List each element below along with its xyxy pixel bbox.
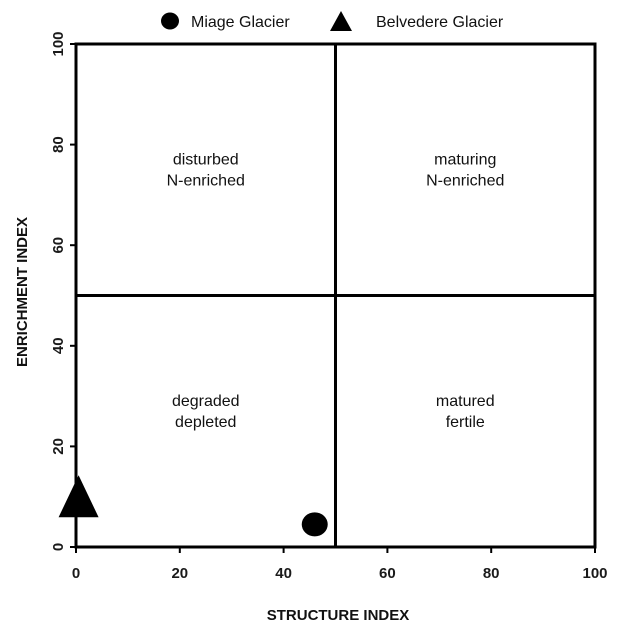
data-point-miage-glacier — [301, 512, 328, 537]
x-axis-title: STRUCTURE INDEX — [267, 607, 410, 624]
y-tick-label: 60 — [50, 237, 67, 254]
quadrant-label-top-right-line2: N-enriched — [426, 173, 504, 190]
y-tick-label: 40 — [50, 337, 67, 354]
legend-triangle-marker — [330, 11, 352, 31]
quadrant-label-bottom-left-line1: degraded — [172, 393, 240, 410]
x-tick-label: 0 — [72, 565, 80, 582]
quadrant-label-bottom-right-line1: matured — [436, 393, 495, 410]
legend-item-miage: Miage Glacier — [161, 12, 290, 31]
legend-label-belvedere: Belvedere Glacier — [376, 14, 504, 31]
y-axis-title: ENRICHMENT INDEX — [14, 217, 31, 367]
data-point-belvedere-glacier — [58, 475, 99, 518]
x-tick-label: 80 — [483, 565, 500, 582]
y-tick-label: 100 — [50, 31, 67, 56]
quadrant-label-top-left-line2: N-enriched — [167, 173, 245, 190]
legend: Miage Glacier Belvedere Glacier — [161, 11, 504, 31]
x-tick-label: 100 — [582, 565, 607, 582]
x-axis-ticks: 0 20 40 60 80 100 — [72, 547, 608, 582]
data-markers — [58, 475, 328, 537]
x-tick-label: 60 — [379, 565, 396, 582]
legend-label-miage: Miage Glacier — [191, 14, 290, 31]
legend-circle-marker — [161, 12, 179, 30]
y-tick-label: 80 — [50, 136, 67, 153]
quadrant-label-bottom-left-line2: depleted — [175, 414, 236, 431]
quadrant-label-bottom-right-line2: fertile — [446, 414, 485, 431]
y-axis-ticks: 0 20 40 60 80 100 — [50, 31, 76, 551]
quadrant-label-top-left-line1: disturbed — [173, 152, 239, 169]
x-tick-label: 40 — [275, 565, 292, 582]
legend-item-belvedere: Belvedere Glacier — [330, 11, 504, 31]
y-tick-label: 20 — [50, 438, 67, 455]
quadrant-label-top-right-line1: maturing — [434, 152, 496, 169]
quadrant-labels: disturbed N-enriched maturing N-enriched deg… — [167, 152, 505, 431]
y-tick-label: 0 — [50, 543, 67, 551]
x-tick-label: 20 — [171, 565, 188, 582]
